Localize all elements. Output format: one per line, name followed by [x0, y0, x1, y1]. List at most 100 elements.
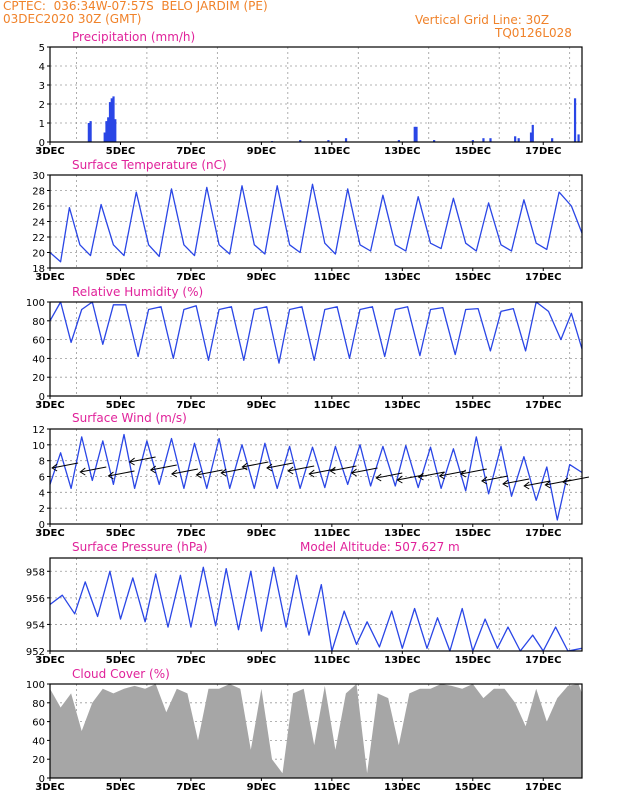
precip-bar	[397, 140, 400, 142]
x-tick-label: 11DEC	[314, 782, 350, 793]
wind-arrowhead	[51, 463, 58, 472]
x-tick-label: 9DEC	[247, 528, 276, 539]
wind-arrow	[562, 476, 590, 483]
x-tick-label: 7DEC	[176, 655, 205, 666]
precip-bar	[344, 138, 348, 142]
x-tick-label: 3DEC	[35, 400, 64, 411]
plot-frame	[49, 174, 583, 269]
x-tick-label: 5DEC	[106, 146, 135, 157]
x-tick-label: 13DEC	[384, 782, 420, 793]
y-tick-label: 40	[32, 736, 45, 747]
wind-arrow	[150, 464, 177, 471]
x-tick-label: 15DEC	[455, 782, 491, 793]
y-tick-label: 100	[26, 680, 45, 691]
header-model-id: TQ0126L028	[495, 26, 572, 40]
x-tick-label: 15DEC	[455, 146, 491, 157]
wind-arrowhead	[195, 470, 202, 479]
panel-title: Cloud Cover (%)	[72, 667, 170, 681]
precip-bar	[105, 121, 108, 142]
x-tick-label: 13DEC	[384, 272, 420, 283]
wind-arrowhead	[438, 471, 445, 480]
x-tick-label: 7DEC	[176, 272, 205, 283]
precip-bar	[471, 140, 474, 142]
wind-arrow	[330, 465, 357, 472]
wind-arrow	[221, 467, 248, 474]
plot-frame	[49, 301, 583, 397]
wind-arrowhead	[459, 469, 467, 478]
precip-bar	[551, 138, 554, 142]
wind-arrow	[266, 462, 294, 469]
y-tick-label: 6	[39, 473, 45, 484]
precip-bar	[415, 126, 418, 142]
precip-bar	[514, 136, 517, 142]
x-tick-label: 11DEC	[314, 400, 350, 411]
y-tick-label: 12	[32, 425, 45, 436]
wind-arrowhead	[308, 469, 315, 478]
panel-title: Surface Temperature (nC)	[72, 158, 227, 172]
model-altitude: Model Altitude: 507.627 m	[300, 540, 460, 554]
x-tick-label: 9DEC	[247, 655, 276, 666]
y-tick-label: 10	[32, 441, 45, 452]
x-tick-label: 17DEC	[525, 272, 561, 283]
x-tick-label: 13DEC	[384, 146, 420, 157]
x-tick-label: 9DEC	[247, 400, 276, 411]
y-tick-label: 8	[39, 457, 45, 468]
x-tick-label: 11DEC	[314, 655, 350, 666]
y-tick-label: 20	[32, 755, 45, 766]
wind-arrow	[242, 461, 269, 468]
x-tick-label: 5DEC	[106, 272, 135, 283]
x-tick-label: 17DEC	[525, 655, 561, 666]
series-line	[49, 566, 583, 652]
wind-arrowhead	[128, 457, 135, 466]
wind-arrow	[129, 456, 156, 463]
x-tick-label: 7DEC	[176, 146, 205, 157]
precip-bar	[87, 123, 90, 142]
y-tick-label: 4	[39, 488, 45, 499]
x-tick-label: 13DEC	[384, 528, 420, 539]
precip-bar	[110, 98, 113, 142]
wind-arrowhead	[107, 471, 114, 480]
x-tick-label: 15DEC	[455, 272, 491, 283]
precip-bar	[573, 98, 577, 142]
panel-title: Surface Wind (m/s)	[72, 411, 187, 425]
header-station: CPTEC: 036:34W-07:57S BELO JARDIM (PE)	[3, 0, 268, 13]
x-tick-label: 11DEC	[314, 528, 350, 539]
wind-arrowhead	[375, 473, 382, 482]
precip-bar	[108, 102, 112, 142]
wind-arrowhead	[481, 476, 488, 485]
y-tick-label: 60	[32, 336, 45, 347]
x-tick-label: 15DEC	[455, 655, 491, 666]
wind-arrowhead	[350, 468, 357, 477]
x-tick-label: 3DEC	[35, 655, 64, 666]
x-tick-label: 17DEC	[525, 400, 561, 411]
wind-arrow	[460, 468, 487, 475]
wind-arrowhead	[241, 462, 248, 471]
precip-bar	[489, 138, 492, 142]
precip-bar	[517, 138, 520, 142]
x-tick-label: 9DEC	[247, 146, 276, 157]
panel-title: Relative Humidity (%)	[72, 285, 203, 299]
x-tick-label: 3DEC	[35, 782, 64, 793]
plot-frame	[49, 683, 583, 779]
y-tick-label: 0	[39, 774, 45, 785]
wind-arrow	[502, 478, 530, 485]
y-tick-label: 5	[39, 43, 45, 54]
y-tick-label: 80	[32, 699, 45, 710]
header-grid-line: Vertical Grid Line: 30Z	[415, 13, 550, 27]
x-tick-label: 9DEC	[247, 272, 276, 283]
x-tick-label: 15DEC	[455, 528, 491, 539]
x-tick-label: 7DEC	[176, 528, 205, 539]
wind-arrow	[524, 480, 551, 487]
wind-arrow	[397, 474, 424, 481]
panel-title: Precipitation (mm/h)	[72, 30, 195, 44]
x-tick-label: 3DEC	[35, 272, 64, 283]
cloud-area	[50, 684, 582, 778]
y-tick-label: 20	[32, 373, 45, 384]
wind-arrowhead	[544, 480, 551, 489]
precip-bar	[107, 117, 110, 142]
precip-bar	[529, 132, 533, 142]
wind-arrowhead	[287, 466, 294, 475]
y-tick-label: 2	[39, 504, 45, 515]
precip-bar	[327, 140, 330, 142]
